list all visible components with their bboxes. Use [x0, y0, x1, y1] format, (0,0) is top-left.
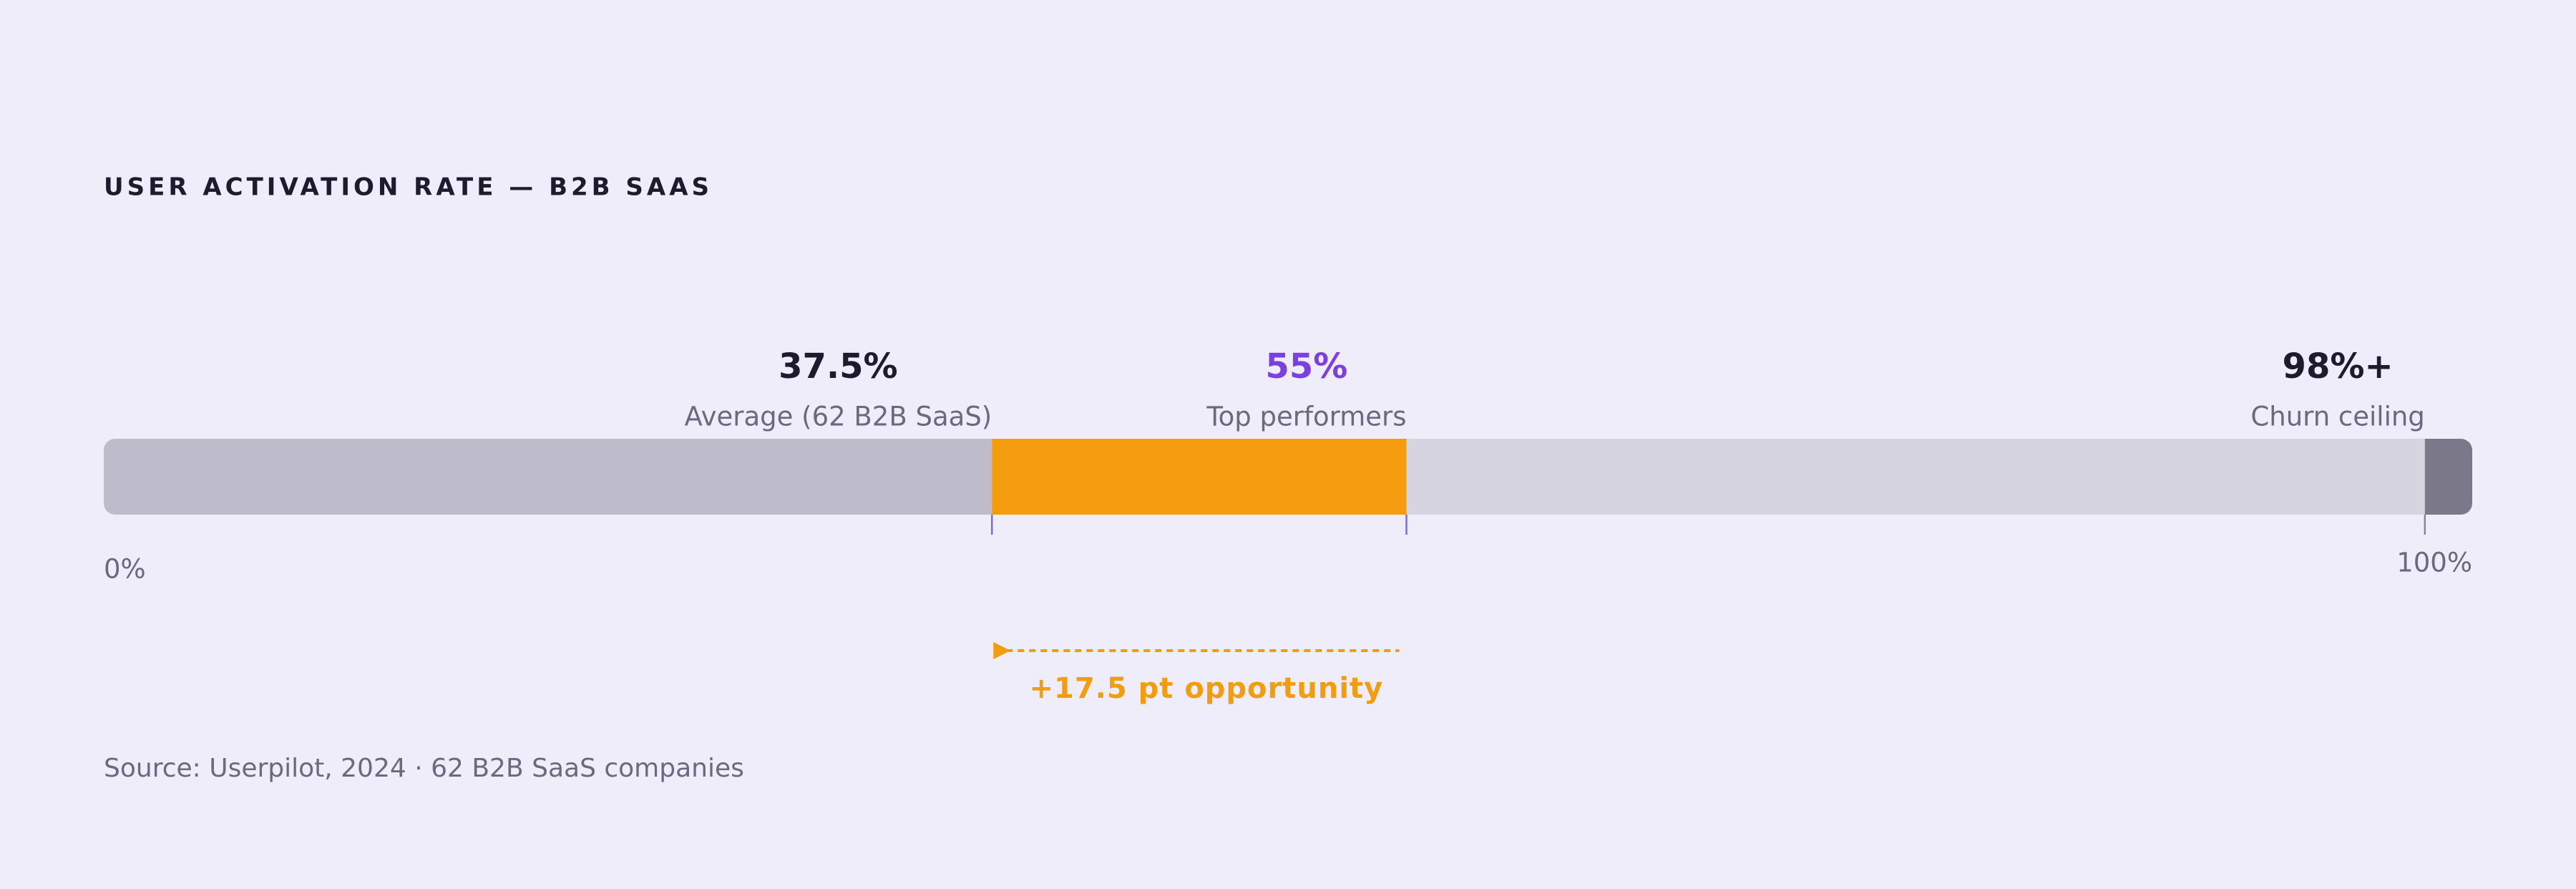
annotation-arrowhead — [993, 642, 1011, 659]
chart-title: USER ACTIVATION RATE — B2B SAAS — [104, 173, 713, 202]
bar-segment — [2424, 439, 2472, 515]
marker-value-label: 98%+ — [2283, 346, 2394, 387]
x-tick-label: 100% — [2396, 548, 2472, 578]
annotation: +17.5 pt opportunity — [1030, 672, 1384, 705]
marker-name: Top performers — [1206, 402, 1406, 432]
bar-segment — [1406, 439, 2425, 515]
bar-segment — [992, 439, 1407, 515]
marker-value-label: 55% — [1265, 346, 1347, 387]
bar-segment — [104, 439, 992, 515]
source-note: Source: Userpilot, 2024 · 62 B2B SaaS co… — [104, 754, 744, 783]
marker-name: Churn ceiling — [2250, 402, 2424, 432]
bar-track — [104, 439, 2472, 515]
marker-name: Average (62 B2B SaaS) — [684, 402, 992, 432]
marker-value-label: 37.5% — [779, 346, 898, 387]
x-tick-label: 0% — [104, 554, 146, 585]
